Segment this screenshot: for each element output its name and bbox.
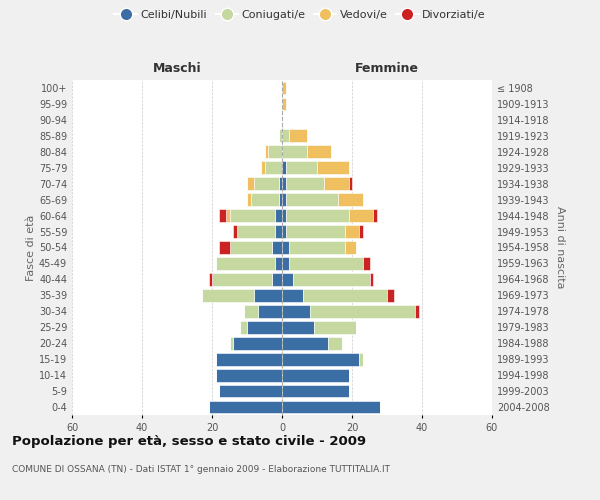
Bar <box>286 209 349 222</box>
Bar <box>307 146 331 158</box>
Bar <box>286 162 317 174</box>
Bar <box>209 400 282 413</box>
Text: Femmine: Femmine <box>355 62 419 75</box>
Bar <box>278 130 282 142</box>
Bar <box>244 305 257 318</box>
Bar <box>282 257 289 270</box>
Bar <box>289 130 307 142</box>
Bar <box>282 241 289 254</box>
Bar <box>261 162 265 174</box>
Bar <box>286 194 338 206</box>
Bar <box>215 368 282 382</box>
Bar <box>282 400 380 413</box>
Bar <box>282 146 307 158</box>
Bar <box>226 209 229 222</box>
Bar <box>349 209 373 222</box>
Bar <box>240 321 247 334</box>
Bar <box>275 225 282 238</box>
Bar <box>373 209 377 222</box>
Bar <box>215 353 282 366</box>
Bar <box>219 209 226 222</box>
Bar <box>286 178 324 190</box>
Bar <box>271 241 282 254</box>
Bar <box>282 384 349 398</box>
Bar <box>275 209 282 222</box>
Bar <box>233 225 236 238</box>
Bar <box>282 178 286 190</box>
Text: COMUNE DI OSSANA (TN) - Dati ISTAT 1° gennaio 2009 - Elaborazione TUTTITALIA.IT: COMUNE DI OSSANA (TN) - Dati ISTAT 1° ge… <box>12 465 390 474</box>
Bar <box>233 337 282 349</box>
Bar <box>286 225 345 238</box>
Legend: Celibi/Nubili, Coniugati/e, Vedovi/e, Divorziati/e: Celibi/Nubili, Coniugati/e, Vedovi/e, Di… <box>110 6 490 25</box>
Bar <box>212 273 271 286</box>
Bar <box>215 257 275 270</box>
Bar <box>282 225 286 238</box>
Bar <box>282 337 328 349</box>
Y-axis label: Anni di nascita: Anni di nascita <box>555 206 565 288</box>
Bar <box>265 162 282 174</box>
Bar <box>282 368 349 382</box>
Bar <box>359 353 362 366</box>
Bar <box>289 241 345 254</box>
Bar <box>289 257 362 270</box>
Bar <box>268 146 282 158</box>
Bar <box>282 82 286 94</box>
Bar <box>275 257 282 270</box>
Bar <box>271 273 282 286</box>
Bar <box>251 194 278 206</box>
Bar <box>349 178 352 190</box>
Y-axis label: Fasce di età: Fasce di età <box>26 214 36 280</box>
Bar <box>282 194 286 206</box>
Bar <box>254 178 278 190</box>
Bar <box>359 225 362 238</box>
Text: Popolazione per età, sesso e stato civile - 2009: Popolazione per età, sesso e stato civil… <box>12 435 366 448</box>
Bar <box>247 321 282 334</box>
Bar <box>265 146 268 158</box>
Bar <box>236 225 275 238</box>
Bar <box>338 194 362 206</box>
Bar <box>254 289 282 302</box>
Bar <box>278 178 282 190</box>
Bar <box>345 225 359 238</box>
Bar <box>209 273 212 286</box>
Bar <box>247 194 251 206</box>
Bar <box>282 273 293 286</box>
Bar <box>387 289 394 302</box>
Bar <box>314 321 355 334</box>
Bar <box>282 321 314 334</box>
Bar <box>282 289 303 302</box>
Bar <box>229 209 275 222</box>
Bar <box>303 289 387 302</box>
Bar <box>282 305 310 318</box>
Bar <box>257 305 282 318</box>
Bar <box>229 241 271 254</box>
Bar <box>362 257 370 270</box>
Bar <box>278 194 282 206</box>
Bar <box>317 162 349 174</box>
Bar <box>293 273 370 286</box>
Bar <box>202 289 254 302</box>
Bar <box>282 353 359 366</box>
Bar <box>345 241 355 254</box>
Bar <box>229 337 233 349</box>
Bar <box>324 178 349 190</box>
Bar <box>282 209 286 222</box>
Bar <box>282 130 289 142</box>
Bar <box>415 305 419 318</box>
Bar <box>328 337 341 349</box>
Bar <box>310 305 415 318</box>
Text: Maschi: Maschi <box>152 62 202 75</box>
Bar <box>219 384 282 398</box>
Bar <box>247 178 254 190</box>
Bar <box>219 241 229 254</box>
Bar <box>282 162 286 174</box>
Bar <box>370 273 373 286</box>
Bar <box>282 98 286 110</box>
